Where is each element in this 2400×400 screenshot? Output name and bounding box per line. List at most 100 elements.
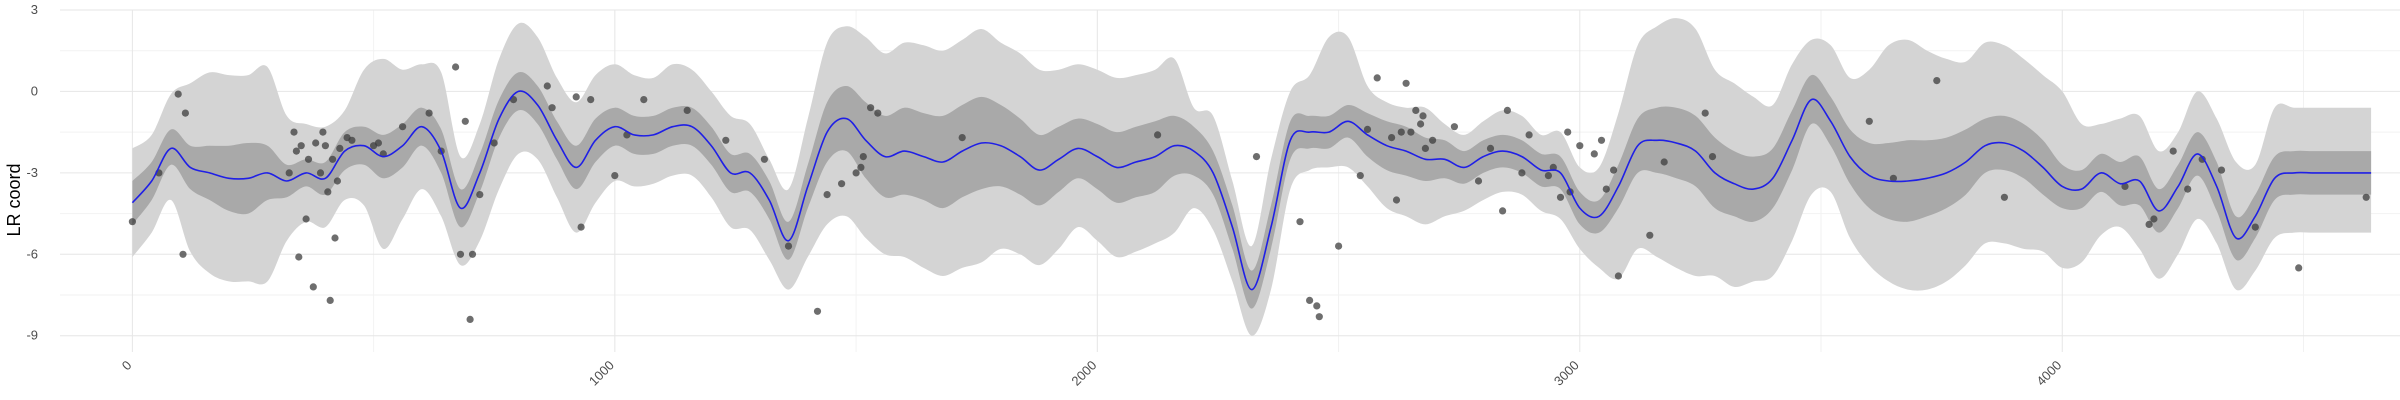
data-point — [1503, 106, 1511, 114]
data-point — [859, 153, 867, 161]
data-point — [572, 93, 580, 101]
data-point — [181, 109, 189, 117]
data-point — [1335, 242, 1343, 250]
x-tick-label: 1000 — [586, 358, 617, 389]
data-point — [324, 188, 332, 196]
data-point — [2169, 147, 2177, 155]
data-point — [1252, 153, 1261, 161]
x-tick-label: 4000 — [2033, 358, 2064, 389]
data-point — [1388, 134, 1396, 142]
data-point — [476, 191, 484, 199]
data-point — [1646, 231, 1654, 239]
x-tick-label: 2000 — [1068, 358, 1099, 389]
data-point — [1397, 128, 1405, 136]
observed-points — [128, 63, 2370, 323]
data-point — [2000, 193, 2008, 201]
data-point — [333, 177, 341, 185]
data-point — [285, 169, 293, 177]
data-point — [174, 90, 182, 98]
data-point — [543, 82, 551, 90]
data-point — [309, 283, 317, 291]
data-point — [611, 172, 619, 180]
data-point — [1660, 158, 1668, 166]
data-point — [760, 155, 769, 163]
data-point — [1518, 169, 1526, 177]
data-point — [1602, 185, 1610, 193]
data-point — [1525, 131, 1533, 139]
data-point — [456, 250, 465, 258]
data-point — [312, 139, 320, 147]
data-point — [1450, 123, 1458, 131]
data-point — [1499, 207, 1507, 215]
data-point — [640, 96, 648, 104]
data-point — [1544, 172, 1552, 180]
data-point — [2150, 215, 2158, 223]
y-axis-title: LR coord — [4, 163, 24, 236]
data-point — [1933, 77, 1941, 85]
data-point — [1486, 144, 1495, 152]
data-point — [316, 169, 325, 177]
data-point — [2251, 223, 2259, 231]
data-point — [1556, 193, 1565, 201]
data-point — [1576, 142, 1584, 150]
data-point — [321, 142, 329, 150]
data-point — [461, 117, 469, 125]
data-point — [1315, 313, 1323, 321]
data-point — [1306, 296, 1314, 304]
x-tick-label: 0 — [119, 358, 135, 374]
data-point — [1296, 218, 1304, 226]
y-tick-label: -9 — [26, 328, 38, 343]
data-point — [874, 109, 882, 117]
data-point — [292, 147, 300, 155]
y-tick-label: 0 — [31, 83, 38, 98]
data-point — [326, 296, 334, 304]
data-point — [587, 96, 595, 104]
mean-line — [131, 90, 2372, 291]
data-point — [331, 234, 339, 242]
data-point — [297, 142, 305, 150]
data-point — [399, 123, 407, 131]
data-point — [1429, 136, 1437, 144]
data-point — [1549, 163, 1557, 171]
data-point — [1313, 302, 1321, 310]
y-tick-label: 3 — [31, 2, 38, 17]
data-point — [1614, 272, 1622, 280]
data-point — [2217, 166, 2226, 174]
data-point — [295, 253, 303, 261]
data-point — [1402, 79, 1410, 87]
data-point — [1363, 125, 1372, 133]
data-point — [1597, 136, 1606, 144]
data-point — [336, 144, 344, 152]
data-point — [1373, 74, 1381, 82]
data-point — [1564, 128, 1572, 136]
data-point — [958, 134, 966, 142]
data-point — [304, 155, 313, 163]
data-point — [290, 128, 298, 136]
data-point — [813, 307, 822, 315]
data-point — [1889, 174, 1897, 182]
data-point — [1154, 131, 1162, 139]
data-point — [329, 155, 337, 163]
data-point — [1474, 177, 1483, 185]
data-point — [468, 250, 477, 258]
data-point — [2295, 264, 2303, 272]
data-point — [1708, 153, 1717, 161]
x-tick-label: 3000 — [1551, 358, 1582, 389]
data-point — [319, 128, 327, 136]
y-tick-label: -3 — [26, 165, 38, 180]
data-point — [425, 109, 433, 117]
data-point — [2145, 220, 2153, 228]
data-point — [722, 136, 730, 144]
y-axis-ticks: -9 -6 -3 0 3 — [26, 2, 38, 343]
data-point — [1421, 144, 1429, 152]
x-axis-ticks: 0 1000 2000 3000 4000 — [119, 358, 2065, 389]
data-point — [1417, 120, 1425, 128]
data-point — [823, 191, 831, 199]
data-point — [577, 223, 585, 231]
data-point — [466, 315, 474, 323]
data-point — [302, 215, 310, 223]
data-point — [1419, 112, 1427, 120]
data-point — [128, 218, 136, 226]
data-point — [1392, 196, 1401, 204]
data-point — [683, 106, 691, 114]
